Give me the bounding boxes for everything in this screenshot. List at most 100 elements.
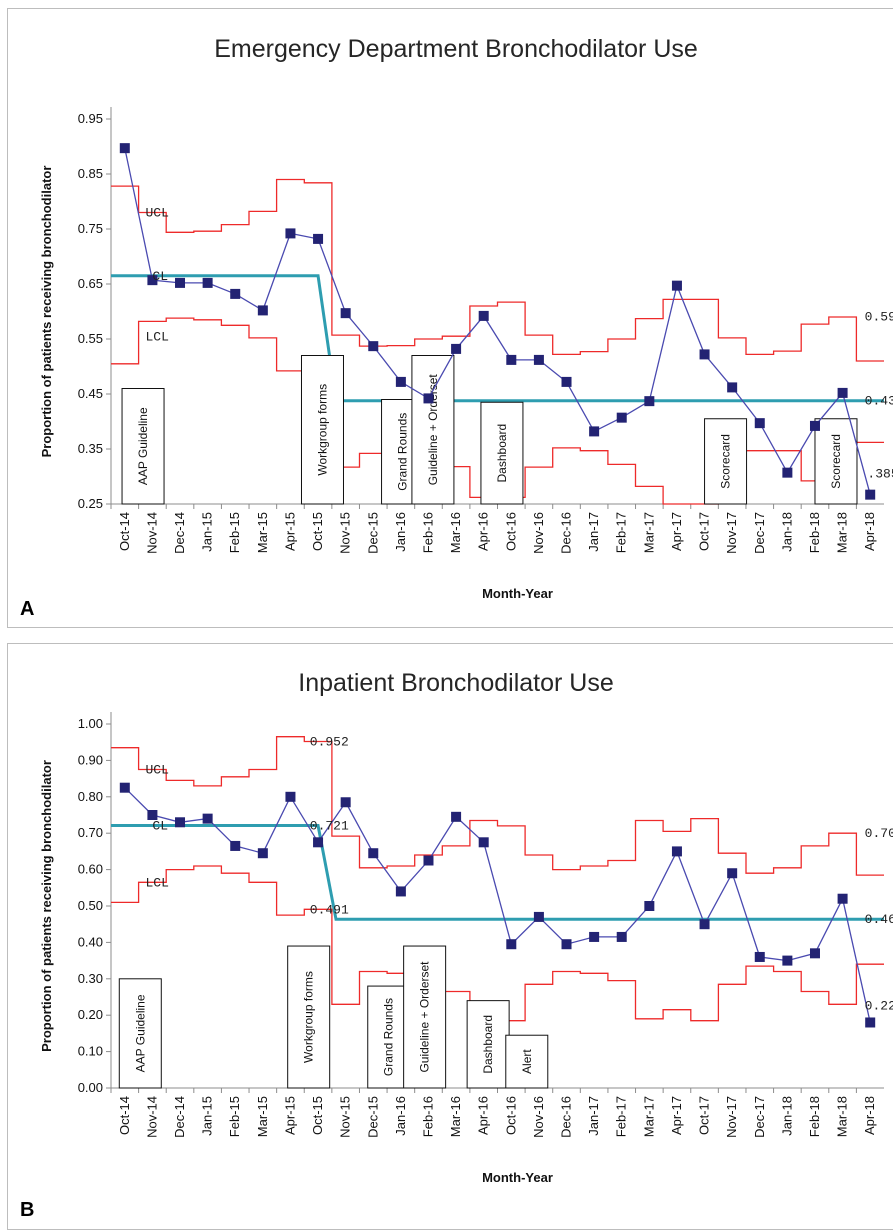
annotation-label: Workgroup forms [302, 971, 316, 1063]
x-tick-label: Mar-17 [641, 512, 656, 553]
data-point [340, 308, 351, 319]
x-tick-label: Apr-18 [862, 1096, 877, 1135]
data-point [313, 837, 324, 848]
x-tick-label: Apr-15 [282, 1096, 297, 1135]
annotation-box [480, 401, 524, 505]
y-tick-label: 0.30 [78, 971, 103, 986]
annotation-label: Grand Rounds [382, 998, 396, 1076]
data-point [644, 901, 655, 911]
annotation-box [505, 1034, 549, 1089]
data-point [119, 782, 130, 793]
x-tick-label: Nov-15 [338, 1096, 353, 1138]
x-tick-label: Feb-15 [227, 1096, 242, 1137]
data-point [727, 382, 738, 393]
data-point [533, 911, 544, 922]
data-point [782, 955, 793, 966]
control-limit-label: .3851 [867, 467, 893, 482]
x-tick-label: Apr-17 [669, 512, 684, 551]
data-point [699, 349, 710, 360]
control-limit-label: LCL [146, 875, 169, 890]
x-tick-label: Oct-15 [310, 1096, 325, 1135]
data-point [837, 387, 848, 398]
control-limit-label: 0.491 [310, 902, 349, 917]
control-limit-label: UCL [146, 206, 169, 221]
x-tick-label: Mar-16 [448, 1096, 463, 1137]
annotation-label: Guideline + Orderset [418, 961, 432, 1073]
center-line [111, 274, 884, 403]
y-axis-label: Proportion of patients receiving broncho… [39, 760, 54, 1052]
chart-panel-b: Inpatient Bronchodilator Use 0.00 0.10 0.20… [7, 643, 893, 1230]
x-tick-label: Nov-15 [338, 512, 353, 554]
x-tick-label: Nov-17 [724, 512, 739, 554]
y-tick-label: 0.45 [78, 386, 103, 401]
annotation-label: AAP Guideline [133, 994, 147, 1072]
x-tick-label: Mar-17 [641, 1096, 656, 1137]
data-point [147, 810, 158, 820]
x-tick-label: Feb-18 [807, 1096, 822, 1137]
data-point [754, 951, 765, 962]
data-point [865, 489, 876, 500]
x-tick-label: Apr-17 [669, 1096, 684, 1135]
data-point [257, 848, 268, 859]
x-tick-label: Nov-17 [724, 1096, 739, 1138]
x-tick-label: Nov-14 [144, 512, 159, 554]
annotation-box [300, 355, 344, 505]
x-tick-label: Dec-14 [172, 1096, 187, 1138]
x-tick-label: Oct-14 [117, 512, 132, 551]
data-point [423, 855, 434, 866]
y-tick-label: 0.20 [78, 1007, 103, 1022]
control-limit-label: LCL [146, 329, 169, 344]
data-point [395, 886, 406, 897]
x-tick-label: Oct-16 [503, 1096, 518, 1135]
x-tick-label: Mar-15 [255, 1096, 270, 1137]
annotation-label: Alert [520, 1049, 534, 1074]
data-point [395, 376, 406, 387]
y-axis-label: Proportion of patients receiving broncho… [39, 166, 54, 458]
y-tick-label: 0.00 [78, 1080, 103, 1095]
x-tick-label: Jan-16 [393, 512, 408, 552]
data-point [451, 811, 462, 822]
annotation-label: Dashboard [495, 424, 509, 483]
center-line [111, 824, 884, 921]
annotation-label: AAP Guideline [136, 407, 150, 485]
y-tick-label: 0.85 [78, 166, 103, 181]
data-point [837, 893, 848, 904]
y-tick-label: 0.65 [78, 276, 103, 291]
lcl-line [111, 865, 884, 1022]
data-point [478, 310, 489, 321]
y-tick-label: 0.25 [78, 496, 103, 511]
x-tick-label: Apr-15 [282, 512, 297, 551]
data-point [340, 797, 351, 808]
x-tick-label: Feb-17 [614, 1096, 629, 1137]
chart-title: Inpatient Bronchodilator Use [298, 669, 613, 697]
x-tick-label: Feb-15 [227, 512, 242, 553]
x-tick-label: Jan-15 [200, 512, 215, 552]
annotation-label: Dashboard [481, 1015, 495, 1074]
x-tick-label: Dec-16 [559, 1096, 574, 1138]
x-axis-label: Month-Year [482, 1170, 553, 1185]
data-point [230, 288, 241, 299]
data-point [561, 939, 572, 950]
annotation-box [814, 418, 858, 505]
data-point [561, 376, 572, 387]
y-tick-label: 0.50 [78, 898, 103, 913]
y-tick-label: 0.60 [78, 862, 103, 877]
annotation-box [121, 388, 165, 505]
y-tick-label: 0.35 [78, 441, 103, 456]
ed-chart-svg: Emergency Department Bronchodilator Use 0… [20, 35, 893, 620]
x-tick-label: Feb-16 [420, 512, 435, 553]
annotation-box [287, 945, 331, 1089]
data-point [423, 393, 434, 404]
x-tick-label: Feb-16 [420, 1096, 435, 1137]
data-point [230, 840, 241, 851]
x-tick-label: Nov-14 [144, 1096, 159, 1138]
x-tick-label: Oct-17 [697, 512, 712, 551]
x-tick-label: Dec-17 [752, 1096, 767, 1138]
y-tick-label: 0.70 [78, 825, 103, 840]
data-point [589, 931, 600, 942]
data-point [533, 354, 544, 365]
data-point [119, 143, 130, 154]
x-tick-label: Feb-17 [614, 512, 629, 553]
data-point [175, 277, 186, 288]
data-point [285, 791, 296, 802]
